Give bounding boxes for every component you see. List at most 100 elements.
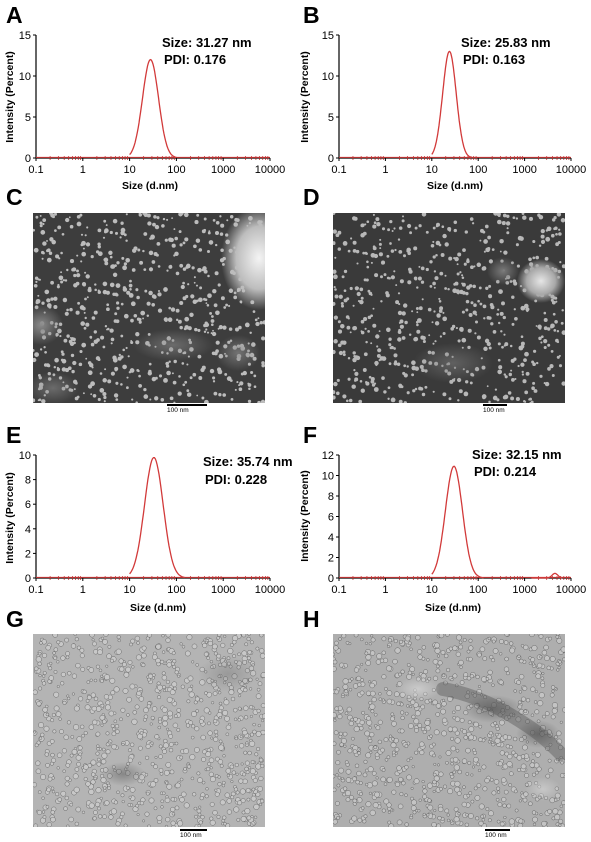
particle — [557, 744, 564, 751]
particle — [487, 740, 492, 744]
particle — [342, 350, 346, 354]
particle — [461, 276, 465, 279]
particle — [209, 368, 215, 374]
particle — [257, 681, 263, 686]
particle — [212, 376, 216, 380]
particle — [520, 763, 527, 770]
particle — [142, 317, 145, 320]
particle — [357, 682, 362, 687]
particle — [406, 774, 412, 781]
x-tick-label: 1000 — [211, 164, 235, 176]
particle — [218, 325, 223, 330]
particle — [333, 349, 336, 355]
particle — [461, 282, 464, 285]
particle — [120, 227, 126, 233]
particle — [531, 752, 535, 756]
particle — [490, 322, 494, 326]
particle — [252, 729, 257, 735]
particle — [208, 771, 214, 777]
particle — [224, 792, 231, 798]
particle — [396, 819, 403, 826]
particle — [493, 779, 500, 785]
particle — [129, 288, 132, 291]
particle — [114, 312, 118, 316]
particle — [461, 801, 467, 808]
particle — [397, 292, 401, 295]
particle — [386, 802, 392, 808]
particle — [427, 804, 434, 811]
particle — [432, 342, 435, 345]
particle — [113, 393, 119, 398]
particle — [425, 267, 429, 272]
particle — [561, 309, 564, 312]
particle — [203, 330, 207, 334]
particle — [398, 226, 403, 230]
particle — [540, 228, 545, 234]
particle — [215, 340, 220, 345]
particle — [379, 247, 382, 250]
particle — [432, 790, 436, 793]
particle — [259, 320, 264, 325]
particle — [497, 308, 500, 311]
particle — [38, 736, 43, 740]
particle — [337, 329, 343, 334]
particle — [534, 709, 540, 715]
particle — [64, 775, 70, 781]
particle — [144, 773, 149, 777]
particle — [338, 294, 343, 299]
particle — [129, 279, 132, 283]
particle — [433, 762, 437, 766]
particle — [365, 660, 372, 666]
particle — [370, 261, 373, 264]
particle — [253, 385, 257, 389]
particle — [453, 257, 456, 260]
particle — [100, 636, 104, 640]
particle — [415, 307, 419, 310]
particle — [46, 298, 51, 303]
particle — [126, 386, 129, 390]
particle — [177, 820, 184, 827]
particle — [33, 730, 36, 734]
particle — [381, 650, 386, 655]
particle — [409, 813, 413, 817]
particle — [105, 700, 111, 706]
particle — [54, 357, 59, 363]
particle — [468, 726, 475, 732]
particle — [204, 794, 209, 799]
particle — [437, 815, 442, 821]
particle — [165, 781, 169, 785]
particle — [100, 703, 105, 708]
particle — [255, 731, 262, 737]
particle — [207, 761, 212, 766]
particle — [74, 821, 79, 827]
particle — [52, 729, 57, 734]
particle — [482, 230, 486, 234]
particle — [414, 750, 419, 755]
particle — [421, 213, 427, 217]
particle — [179, 243, 183, 247]
particle — [547, 808, 553, 814]
particle — [69, 307, 73, 312]
particle — [172, 722, 179, 729]
particle — [522, 379, 527, 384]
particle — [459, 717, 465, 723]
particle — [528, 216, 534, 221]
particle — [168, 734, 173, 739]
particle — [454, 683, 459, 688]
particle — [400, 669, 405, 674]
pdi-annotation: PDI: 0.176 — [164, 52, 226, 67]
particle — [387, 397, 390, 400]
particle — [188, 720, 193, 726]
particle — [94, 283, 97, 286]
particle — [556, 330, 560, 333]
particle — [186, 699, 191, 704]
particle — [248, 766, 252, 770]
particle — [333, 787, 337, 793]
particle — [226, 798, 232, 804]
particle — [422, 788, 428, 794]
particle — [106, 653, 112, 659]
particle — [110, 264, 116, 269]
particle — [413, 337, 418, 342]
particle — [224, 715, 230, 722]
particle — [526, 310, 529, 313]
